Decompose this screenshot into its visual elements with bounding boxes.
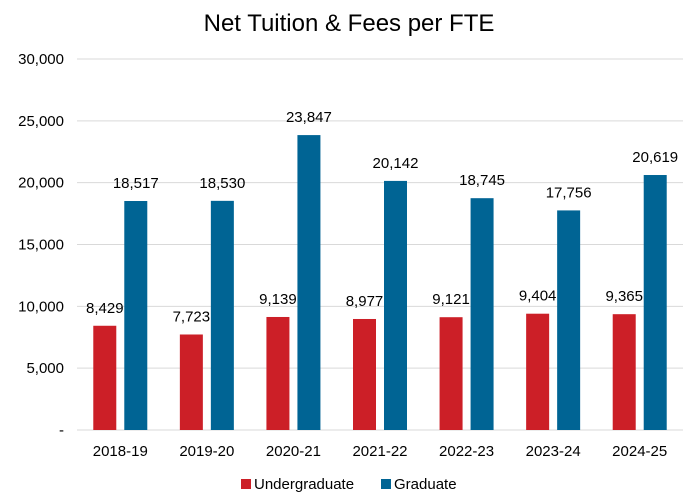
bar-graduate — [470, 198, 494, 430]
data-label: 18,745 — [459, 172, 505, 189]
y-tick-label: 5,000 — [26, 360, 64, 377]
data-label: 17,756 — [546, 184, 592, 201]
bar-undergraduate — [612, 314, 636, 430]
data-label: 9,365 — [605, 288, 643, 305]
bar-graduate — [124, 201, 148, 430]
bar-undergraduate — [353, 318, 376, 430]
data-label: 23,847 — [286, 109, 332, 126]
bar-undergraduate — [526, 313, 550, 430]
data-label: 20,142 — [373, 155, 419, 172]
legend-swatch — [381, 479, 391, 489]
gridlines — [77, 58, 683, 431]
y-axis: - 5,000 10,000 15,000 20,000 25,000 30,000 — [18, 51, 64, 439]
data-label: 18,530 — [199, 175, 245, 192]
bar-graduate — [557, 210, 581, 430]
legend: Undergraduate Graduate — [241, 476, 457, 493]
bar-graduate — [210, 200, 234, 430]
x-tick-label: 2022-23 — [439, 443, 494, 460]
bar-graduate — [643, 175, 667, 430]
data-label: 18,517 — [113, 175, 159, 192]
y-tick-label: 10,000 — [18, 298, 64, 315]
bar-graduate — [297, 135, 321, 430]
data-label: 8,977 — [346, 293, 384, 310]
x-axis: 2018-19 2019-20 2020-21 2021-22 2022-23 2023-… — [93, 443, 667, 460]
chart-title: Net Tuition & Fees per FTE — [204, 10, 495, 37]
bar-undergraduate — [439, 317, 463, 430]
data-label: 8,429 — [86, 300, 124, 317]
x-tick-label: 2024-25 — [612, 443, 667, 460]
x-tick-label: 2019-20 — [179, 443, 234, 460]
y-tick-label: 15,000 — [18, 237, 64, 254]
legend-swatch — [241, 479, 251, 489]
data-label: 9,404 — [519, 288, 557, 305]
bar-undergraduate — [179, 334, 203, 430]
y-tick-label: 20,000 — [18, 175, 64, 192]
data-label: 9,139 — [259, 291, 297, 308]
data-label: 9,121 — [432, 291, 470, 308]
data-label: 20,619 — [632, 149, 678, 166]
data-label: 7,723 — [173, 308, 211, 325]
data-labels: 8,429 18,517 7,723 18,530 9,139 23,847 8,977 20… — [86, 109, 678, 325]
bar-undergraduate — [266, 316, 290, 430]
y-tick-label: 30,000 — [18, 51, 64, 68]
bar-graduate — [384, 180, 407, 430]
y-tick-label: - — [59, 422, 64, 439]
x-tick-label: 2023-24 — [526, 443, 581, 460]
x-tick-label: 2021-22 — [352, 443, 407, 460]
legend-label: Undergraduate — [254, 476, 354, 493]
x-tick-label: 2018-19 — [93, 443, 148, 460]
bars — [93, 135, 667, 430]
legend-label: Graduate — [394, 476, 457, 493]
bar-undergraduate — [93, 325, 117, 430]
x-tick-label: 2020-21 — [266, 443, 321, 460]
y-tick-label: 25,000 — [18, 113, 64, 130]
